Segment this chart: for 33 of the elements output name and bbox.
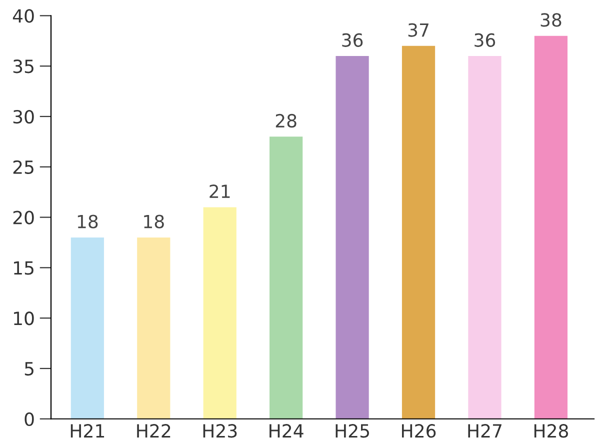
y-tick-label: 35 xyxy=(13,60,34,74)
data-label: 18 xyxy=(78,214,98,228)
bar xyxy=(203,207,236,419)
data-label: 18 xyxy=(144,214,164,228)
bar xyxy=(70,237,104,419)
y-tick-label: 5 xyxy=(24,362,34,376)
bar xyxy=(270,136,303,419)
data-label: 21 xyxy=(210,184,230,198)
x-tick-label: H26 xyxy=(402,424,436,438)
bar xyxy=(137,237,170,419)
data-label: 38 xyxy=(540,13,562,27)
data-label: 37 xyxy=(408,23,428,37)
bar xyxy=(336,56,369,419)
y-tick-label: 15 xyxy=(14,261,34,275)
bar xyxy=(534,36,568,419)
x-tick-label: H22 xyxy=(137,424,170,438)
bar xyxy=(402,46,436,419)
y-tick-label: 30 xyxy=(13,110,34,124)
x-tick-label: H25 xyxy=(336,424,369,438)
data-label: 28 xyxy=(276,114,296,128)
x-tick-label: H24 xyxy=(270,424,304,438)
x-tick-label: H23 xyxy=(203,424,237,438)
y-tick-label: 40 xyxy=(12,9,34,23)
y-tick-label: 20 xyxy=(13,210,34,224)
y-tick-label: 25 xyxy=(13,160,34,174)
data-label: 36 xyxy=(474,33,496,47)
y-tick-label: 0 xyxy=(24,412,34,426)
x-tick-label: H21 xyxy=(70,424,104,438)
data-label: 36 xyxy=(342,33,363,47)
y-tick-label: 10 xyxy=(14,312,34,326)
bar xyxy=(468,56,502,419)
x-tick-label: H27 xyxy=(468,424,502,438)
x-tick-label: H28 xyxy=(534,424,568,438)
